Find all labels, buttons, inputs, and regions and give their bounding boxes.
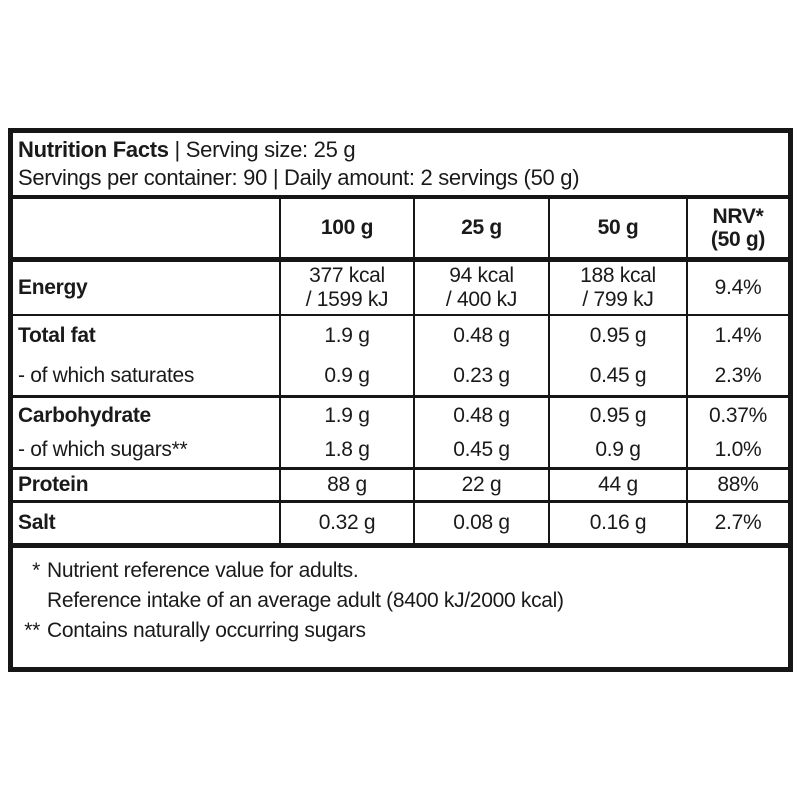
footnote-reference-intake: Reference intake of an average adult (84… (21, 586, 780, 616)
footnote-text-2: Reference intake of an average adult (84… (47, 589, 564, 612)
row-salt: Salt 0.32 g 0.08 g 0.16 g 2.7% (13, 503, 788, 548)
total-fat-label: Total fat (18, 324, 96, 347)
sugars-nrv-value: 1.0% (686, 433, 788, 467)
salt-100g-value: 0.32 g (279, 503, 413, 543)
serving-size-text: Serving size: 25 g (185, 137, 356, 162)
sugars-label: - of which sugars** (18, 438, 188, 461)
salt-label: Salt (18, 511, 56, 534)
carbohydrate-nrv-value: 0.37% (686, 398, 788, 433)
energy-label: Energy (18, 276, 88, 299)
saturates-label: - of which saturates (18, 363, 195, 387)
total-fat-25g-value: 0.48 g (413, 316, 548, 356)
row-carbohydrate: Carbohydrate 1.9 g 0.48 g 0.95 g 0.37% (13, 398, 788, 433)
row-protein: Protein 88 g 22 g 44 g 88% (13, 470, 788, 503)
row-energy: Energy 377 kcal / 1599 kJ 94 kcal / 400 … (13, 262, 788, 316)
carbohydrate-100g-value: 1.9 g (279, 398, 413, 433)
sugars-25g-value: 0.45 g (413, 433, 548, 467)
footnote-text-1: Nutrient reference value for adults. (47, 559, 359, 582)
energy-nrv-value: 9.4% (686, 262, 788, 314)
energy-100g-kcal: 377 kcal (309, 264, 385, 287)
salt-25g-value: 0.08 g (413, 503, 548, 543)
energy-100g-kj: / 1599 kJ (305, 288, 389, 311)
group-carbohydrate: Carbohydrate 1.9 g 0.48 g 0.95 g 0.37% -… (13, 398, 788, 470)
energy-25g-kcal: 94 kcal (449, 264, 514, 287)
energy-25g-value: 94 kcal / 400 kJ (413, 262, 548, 314)
footnote-marker-1: * (32, 559, 40, 582)
total-fat-50g-value: 0.95 g (548, 316, 686, 356)
header-separator: | (174, 137, 181, 162)
table-header: Nutrition Facts | Serving size: 25 g Ser… (13, 133, 788, 199)
energy-50g-kj: / 799 kJ (582, 288, 654, 311)
energy-50g-kcal: 188 kcal (580, 264, 656, 287)
protein-50g-value: 44 g (548, 470, 686, 500)
salt-50g-value: 0.16 g (548, 503, 686, 543)
total-fat-nrv-value: 1.4% (686, 316, 788, 356)
carbohydrate-25g-value: 0.48 g (413, 398, 548, 433)
footnote-marker-2 (21, 586, 47, 616)
protein-nrv-value: 88% (686, 470, 788, 500)
saturates-nrv-value: 2.3% (686, 356, 788, 395)
total-fat-100g-value: 1.9 g (279, 316, 413, 356)
header-line-2: Servings per container: 90 | Daily amoun… (18, 165, 580, 190)
column-header-nrv: NRV* (50 g) (686, 199, 788, 257)
row-sugars: - of which sugars** 1.8 g 0.45 g 0.9 g 1… (13, 433, 788, 467)
footnotes: * Nutrient reference value for adults. R… (13, 548, 788, 667)
nrv-header-line2: (50 g) (710, 228, 766, 251)
nrv-header-line1: NRV* (712, 205, 764, 228)
group-fat: Total fat 1.9 g 0.48 g 0.95 g 1.4% - of … (13, 316, 788, 398)
protein-25g-value: 22 g (413, 470, 548, 500)
saturates-100g-value: 0.9 g (279, 356, 413, 395)
footnote-sugars: ** Contains naturally occurring sugars (21, 616, 780, 646)
protein-label: Protein (18, 473, 89, 496)
row-saturates: - of which saturates 0.9 g 0.23 g 0.45 g… (13, 356, 788, 395)
footnote-marker-3: ** (24, 619, 40, 642)
column-header-100g: 100 g (279, 199, 413, 257)
carbohydrate-label: Carbohydrate (18, 403, 151, 427)
header-line-1: Nutrition Facts | Serving size: 25 g (18, 136, 788, 164)
saturates-50g-value: 0.45 g (548, 356, 686, 395)
nutrition-facts-table: Nutrition Facts | Serving size: 25 g Ser… (8, 128, 793, 672)
sugars-50g-value: 0.9 g (548, 433, 686, 467)
nutrition-facts-title: Nutrition Facts (18, 137, 169, 162)
energy-50g-value: 188 kcal / 799 kJ (548, 262, 686, 314)
protein-100g-value: 88 g (279, 470, 413, 500)
column-header-50g: 50 g (548, 199, 686, 257)
column-header-25g: 25 g (413, 199, 548, 257)
salt-nrv-value: 2.7% (686, 503, 788, 543)
footnote-text-3: Contains naturally occurring sugars (47, 619, 366, 642)
energy-100g-value: 377 kcal / 1599 kJ (279, 262, 413, 314)
footnote-nrv: * Nutrient reference value for adults. (21, 556, 780, 586)
column-header-row: 100 g 25 g 50 g NRV* (50 g) (13, 199, 788, 262)
sugars-100g-value: 1.8 g (279, 433, 413, 467)
energy-25g-kj: / 400 kJ (445, 288, 518, 311)
saturates-25g-value: 0.23 g (413, 356, 548, 395)
column-header-empty (13, 199, 279, 257)
carbohydrate-50g-value: 0.95 g (548, 398, 686, 433)
row-total-fat: Total fat 1.9 g 0.48 g 0.95 g 1.4% (13, 316, 788, 356)
